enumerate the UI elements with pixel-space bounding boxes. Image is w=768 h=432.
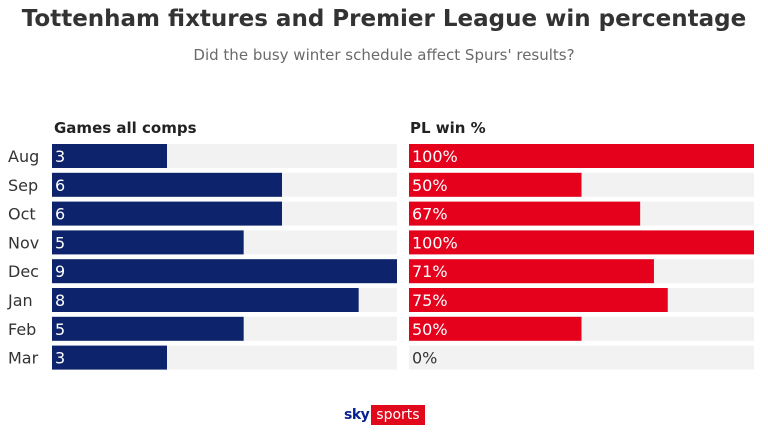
win-pct-bar-feb: [409, 316, 582, 341]
sky-sports-logo: sky sports: [340, 405, 428, 425]
games-bar-jan: [52, 288, 359, 312]
category-label-nov: Nov: [8, 233, 39, 252]
games-bar-oct: [52, 201, 282, 226]
data-label: 50%: [412, 176, 448, 195]
win-pct-bar-sep: [409, 172, 582, 197]
bar-track: [409, 345, 754, 370]
category-label-mar: Mar: [8, 349, 39, 368]
data-label: 71%: [412, 262, 448, 281]
logo-sports-text: sports: [371, 405, 425, 425]
chart-title: Tottenham fixtures and Premier League wi…: [21, 6, 747, 32]
data-label: 50%: [412, 320, 448, 339]
games-bar-nov: [52, 230, 244, 255]
data-label: 5: [55, 233, 65, 252]
data-label: 100%: [412, 147, 458, 166]
data-label: 75%: [412, 291, 448, 310]
games-bar-dec: [52, 259, 397, 284]
data-label: 8: [55, 291, 65, 310]
win-pct-bar-jan: [409, 288, 668, 312]
data-label: 3: [55, 147, 65, 166]
data-label: 67%: [412, 205, 448, 224]
data-label: 3: [55, 349, 65, 368]
category-label-oct: Oct: [8, 205, 36, 224]
logo-sky-text: sky: [340, 405, 372, 425]
category-label-sep: Sep: [8, 176, 38, 195]
games-bar-mar: [52, 345, 167, 370]
win-pct-bar-oct: [409, 201, 641, 226]
data-label: 6: [55, 176, 65, 195]
data-label: 9: [55, 262, 65, 281]
chart-subtitle: Did the busy winter schedule affect Spur…: [193, 46, 575, 64]
category-label-dec: Dec: [8, 262, 39, 281]
data-label: 6: [55, 205, 65, 224]
games-panel-header: Games all comps: [54, 119, 197, 137]
category-label-feb: Feb: [8, 320, 36, 339]
games-bar-aug: [52, 144, 167, 168]
win-pct-panel-header: PL win %: [410, 119, 486, 137]
data-label: 0%: [412, 349, 437, 368]
category-label-aug: Aug: [8, 147, 39, 166]
win-pct-bar-nov: [409, 230, 754, 255]
data-label: 5: [55, 320, 65, 339]
category-label-jan: Jan: [7, 291, 33, 310]
games-bar-feb: [52, 316, 244, 341]
win-pct-bar-dec: [409, 259, 654, 284]
games-bar-sep: [52, 172, 282, 197]
data-label: 100%: [412, 233, 458, 252]
win-pct-bar-aug: [409, 144, 754, 168]
